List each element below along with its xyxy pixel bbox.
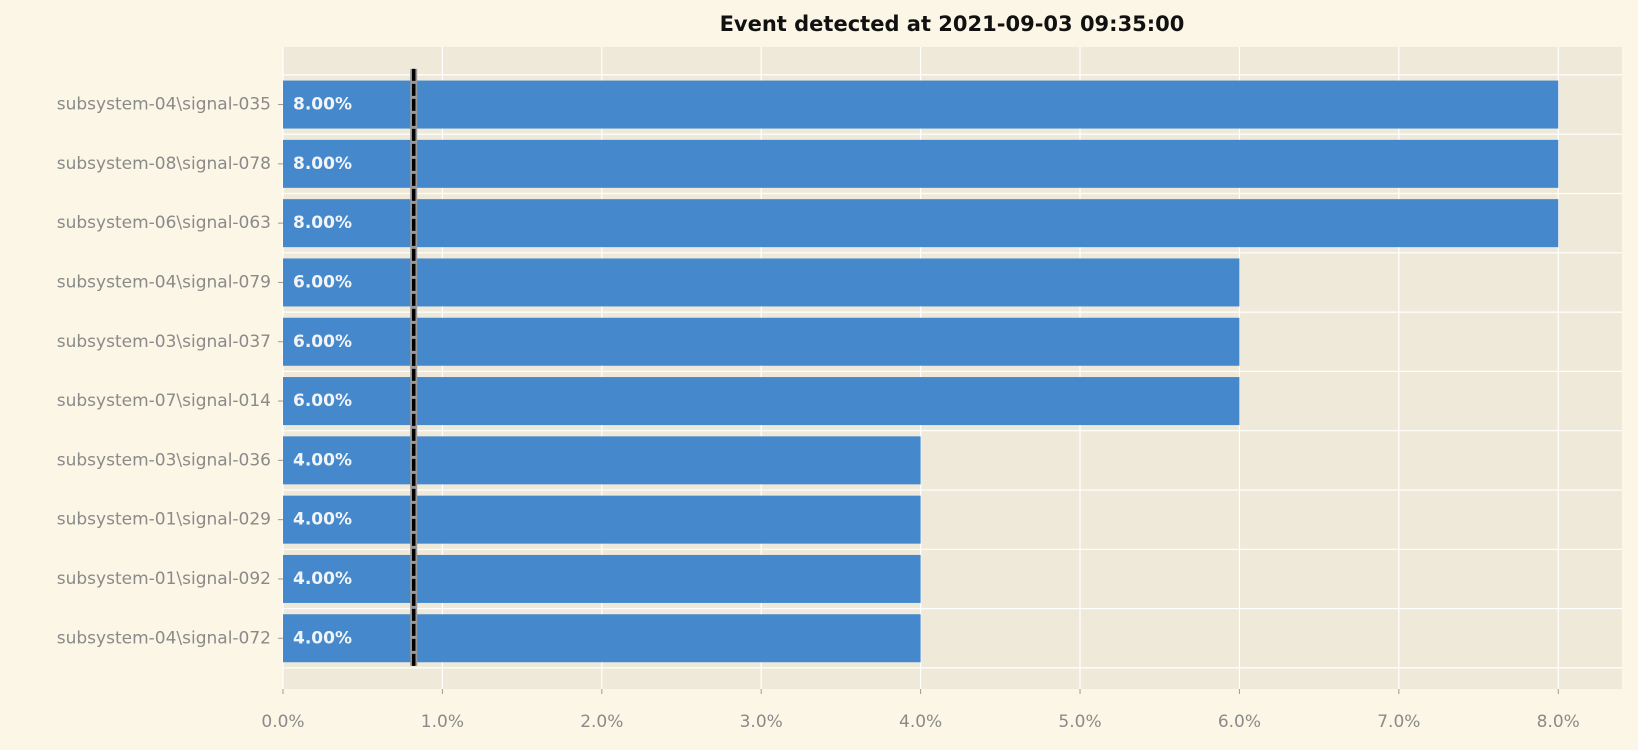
bar [283,436,921,485]
x-tick-label: 0.0% [261,712,304,732]
y-tick-label: subsystem-01\signal-029 [57,510,271,530]
value-label: 8.00% [293,95,352,115]
bar [283,258,1240,307]
x-tick-label: 2.0% [580,712,623,732]
bar [283,80,1559,129]
y-tick-label: subsystem-06\signal-063 [57,213,271,233]
bar [283,495,921,544]
x-tick-label: 6.0% [1218,712,1261,732]
bar [283,614,921,663]
y-tick-label: subsystem-07\signal-014 [57,391,271,411]
value-label: 6.00% [293,272,352,292]
x-tick-label: 4.0% [899,712,942,732]
bar [283,554,921,603]
x-tick-label: 7.0% [1377,712,1420,732]
x-tick-label: 3.0% [740,712,783,732]
x-tick-label: 8.0% [1537,712,1580,732]
x-tick-label: 1.0% [421,712,464,732]
value-label: 6.00% [293,391,352,411]
value-label: 8.00% [293,154,352,174]
y-tick-label: subsystem-04\signal-035 [57,95,271,115]
value-label: 6.00% [293,332,352,352]
value-label: 4.00% [293,628,352,648]
bar [283,317,1240,366]
bar [283,139,1559,188]
x-tick-label: 5.0% [1058,712,1101,732]
y-tick-label: subsystem-08\signal-078 [57,154,271,174]
value-label: 8.00% [293,213,352,233]
value-label: 4.00% [293,569,352,589]
value-label: 4.00% [293,510,352,530]
bar [283,377,1240,426]
value-label: 4.00% [293,450,352,470]
y-tick-label: subsystem-04\signal-079 [57,272,271,292]
y-tick-label: subsystem-01\signal-092 [57,569,271,589]
y-tick-label: subsystem-03\signal-036 [57,450,271,470]
chart-title: Event detected at 2021-09-03 09:35:00 [720,12,1185,36]
y-tick-label: subsystem-04\signal-072 [57,628,271,648]
y-tick-label: subsystem-03\signal-037 [57,332,271,352]
bar [283,199,1559,248]
